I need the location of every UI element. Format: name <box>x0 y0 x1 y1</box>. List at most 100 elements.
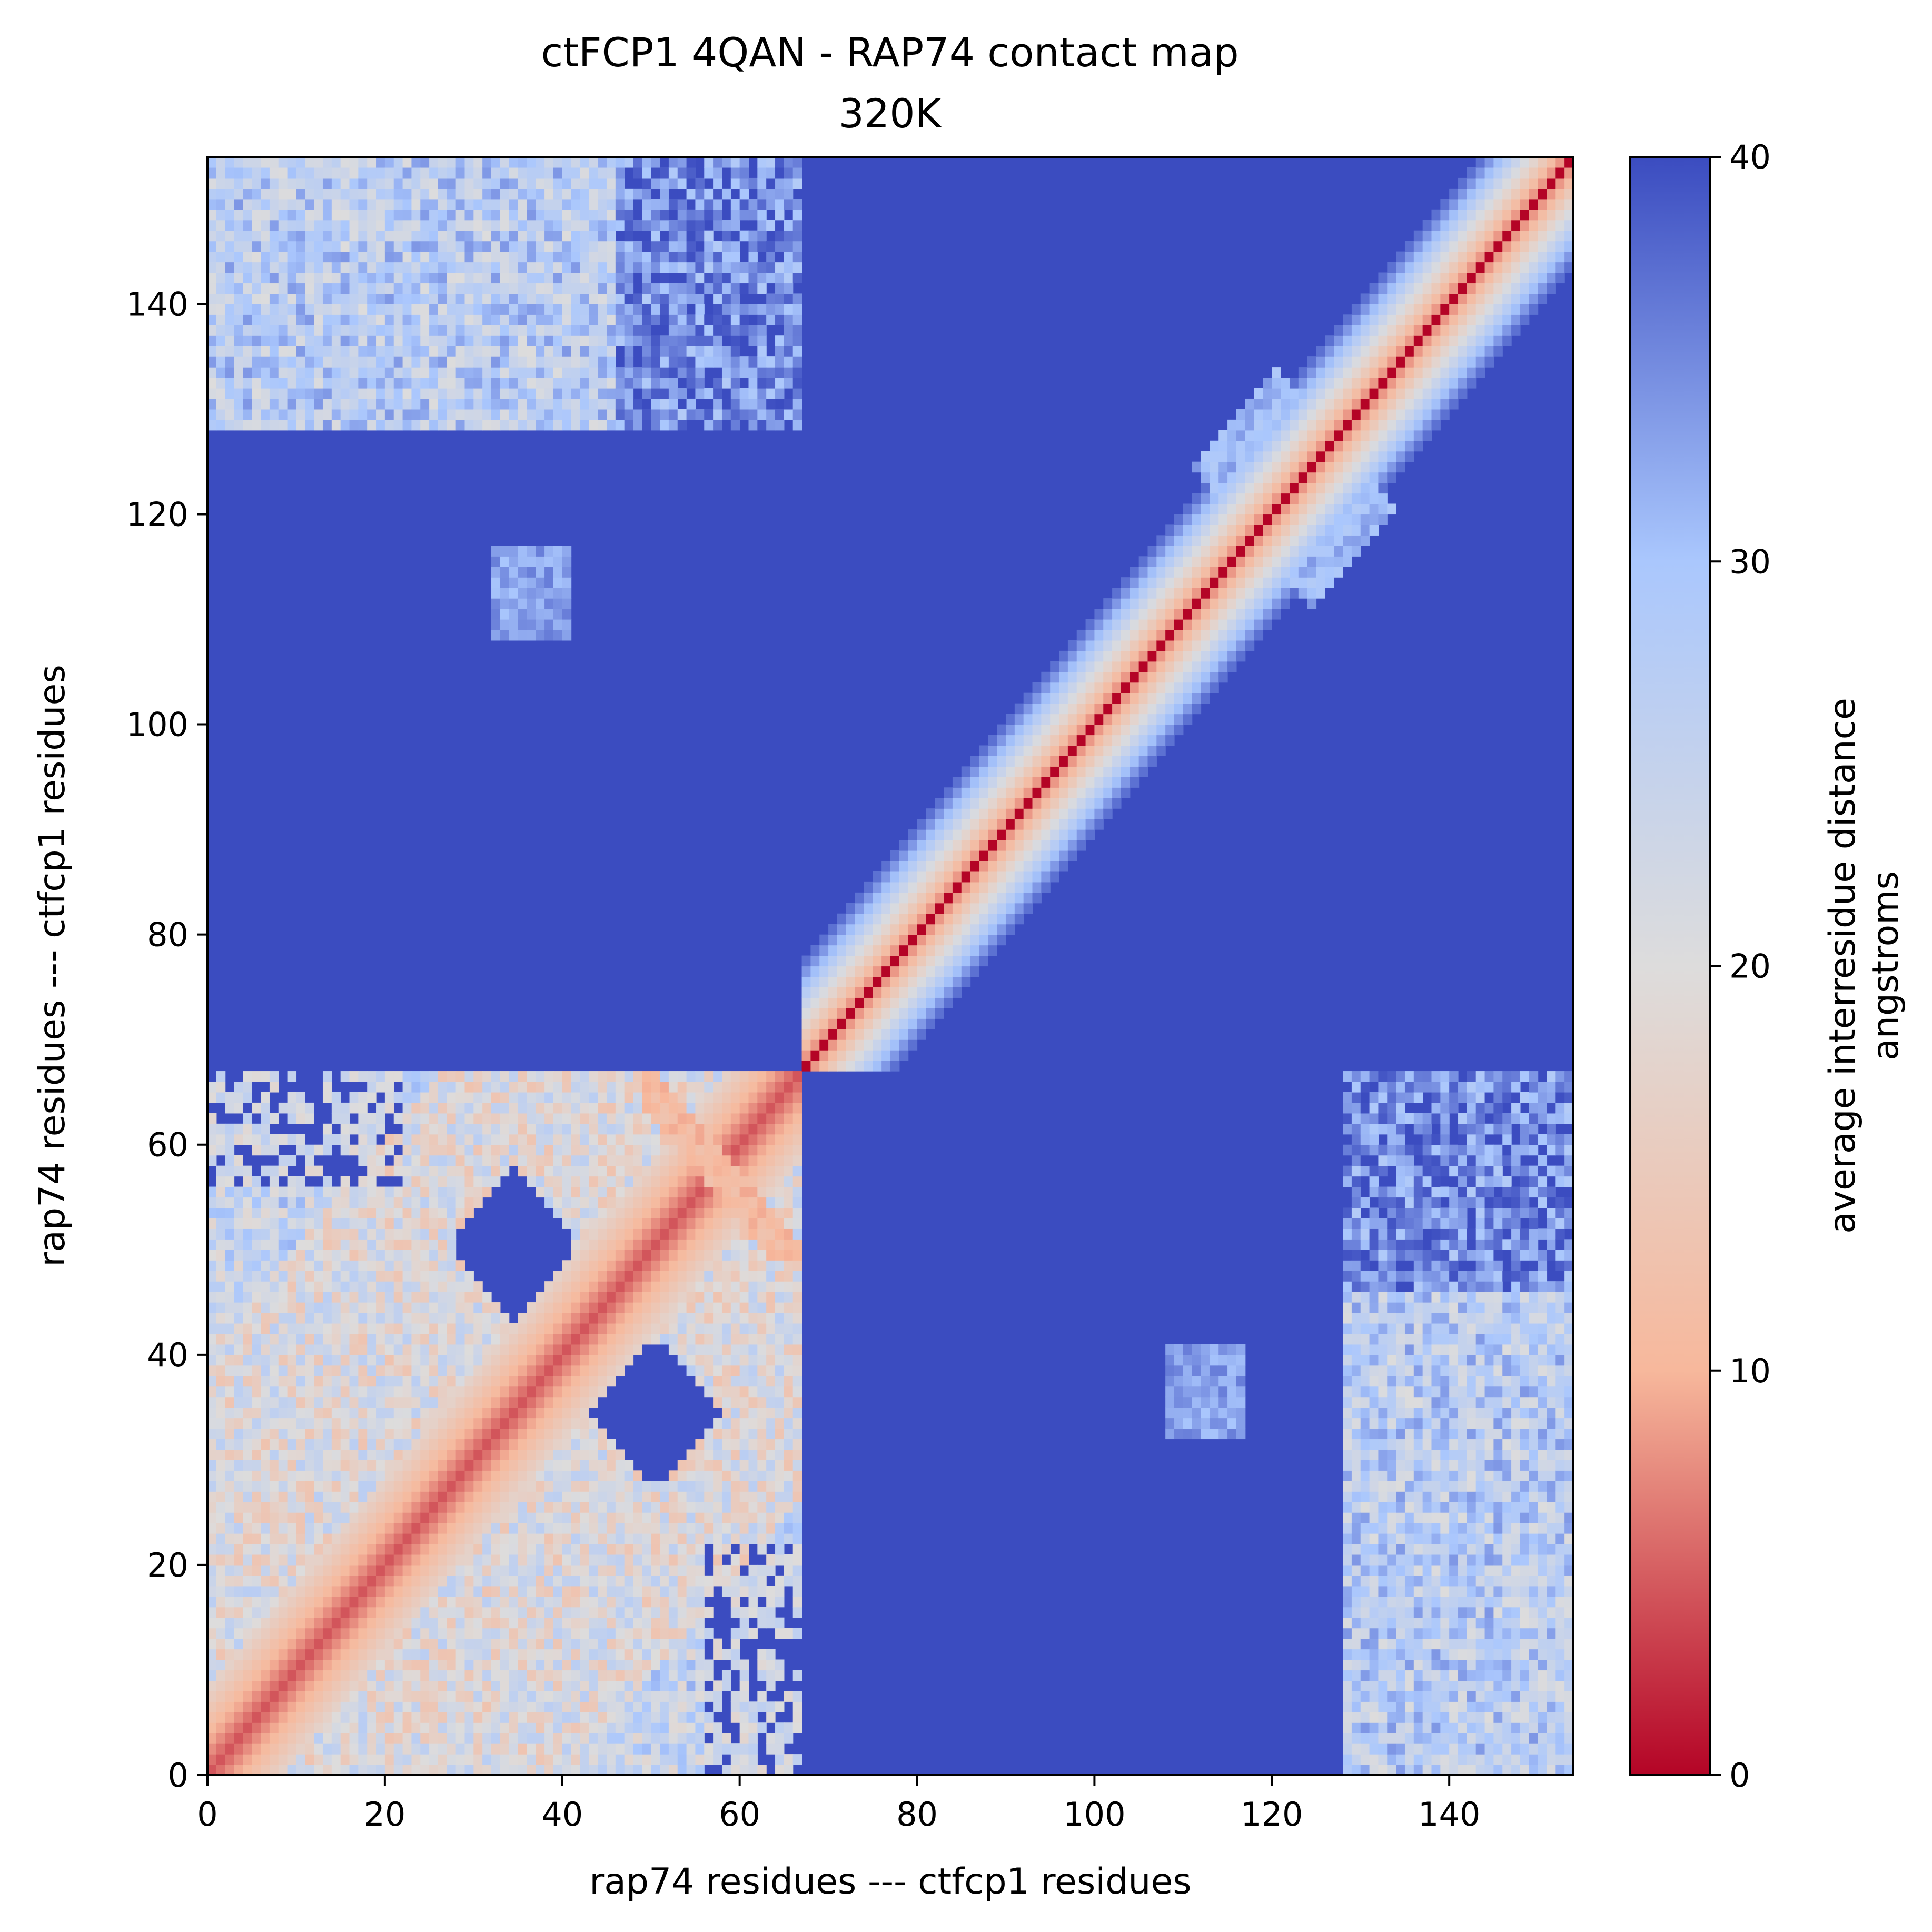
heatmap-cell <box>686 1197 696 1208</box>
heatmap-cell <box>340 199 350 210</box>
heatmap-cell <box>243 1218 252 1229</box>
heatmap-cell <box>580 199 589 210</box>
heatmap-cell <box>376 378 385 389</box>
heatmap-cell <box>580 283 589 294</box>
heatmap-cell <box>686 325 696 336</box>
heatmap-cell <box>225 304 235 315</box>
heatmap-cell <box>580 1439 589 1450</box>
heatmap-cell <box>500 335 510 346</box>
heatmap-cell <box>686 1176 696 1187</box>
heatmap-cell <box>589 1575 598 1587</box>
heatmap-cell <box>642 241 651 252</box>
heatmap-cell <box>358 1502 368 1513</box>
heatmap-cell <box>464 1365 474 1376</box>
heatmap-cell <box>331 1102 341 1114</box>
heatmap-cell <box>473 1418 483 1429</box>
heatmap-cell <box>376 419 385 431</box>
heatmap-cell <box>367 325 377 336</box>
heatmap-cell <box>278 199 288 210</box>
heatmap-cell <box>695 1176 705 1187</box>
heatmap-cell <box>704 1375 714 1387</box>
heatmap-cell <box>455 1512 465 1523</box>
heatmap-cell <box>447 251 457 263</box>
heatmap-cell <box>704 1743 714 1755</box>
heatmap-cell <box>651 167 660 179</box>
heatmap-cell <box>500 1470 510 1481</box>
heatmap-cell <box>580 1271 589 1282</box>
heatmap-cell <box>207 1333 217 1345</box>
heatmap-cell <box>500 629 510 641</box>
heatmap-cell <box>216 1754 226 1765</box>
heatmap-cell <box>261 1281 270 1292</box>
heatmap-cell <box>589 1375 598 1387</box>
heatmap-cell <box>553 619 563 630</box>
heatmap-cell <box>438 1250 448 1261</box>
heatmap-cell <box>624 1313 634 1324</box>
heatmap-cell <box>606 220 616 231</box>
heatmap-cell <box>642 1617 651 1629</box>
heatmap-cell <box>225 1512 235 1523</box>
heatmap-cell <box>252 1533 261 1544</box>
heatmap-cell <box>376 1250 385 1261</box>
heatmap-cell <box>376 1502 385 1513</box>
heatmap-cell <box>447 1292 457 1303</box>
heatmap-cell <box>393 209 403 221</box>
heatmap-cell <box>269 1344 279 1355</box>
heatmap-cell <box>704 419 714 431</box>
heatmap-cell <box>234 388 243 399</box>
heatmap-cell <box>642 367 651 378</box>
heatmap-cell <box>606 1228 616 1240</box>
heatmap-cell <box>642 1228 651 1240</box>
heatmap-cell <box>704 1333 714 1345</box>
heatmap-cell <box>553 1680 563 1691</box>
heatmap-cell <box>704 1470 714 1481</box>
heatmap-cell <box>455 1649 465 1660</box>
heatmap-cell <box>509 1638 519 1650</box>
heatmap-cell <box>225 1418 235 1429</box>
heatmap-cell <box>589 1670 598 1681</box>
heatmap-cell <box>518 335 527 346</box>
heatmap-cell <box>358 1460 368 1471</box>
heatmap-cell <box>544 1123 554 1135</box>
heatmap-cell <box>447 1365 457 1376</box>
heatmap-cell <box>518 1344 527 1355</box>
heatmap-cell <box>473 1365 483 1376</box>
heatmap-cell <box>278 1743 288 1755</box>
heatmap-cell <box>216 1313 226 1324</box>
heatmap-cell <box>589 1607 598 1618</box>
heatmap-cell <box>225 1596 235 1608</box>
heatmap-cell <box>509 335 519 346</box>
heatmap-cell <box>438 262 448 273</box>
heatmap-cell <box>376 230 385 242</box>
heatmap-cell <box>571 1407 581 1419</box>
heatmap-cell <box>677 1281 687 1292</box>
heatmap-cell <box>234 1649 243 1660</box>
heatmap-cell <box>695 1544 705 1555</box>
heatmap-cell <box>589 1155 598 1166</box>
heatmap-cell <box>580 1344 589 1355</box>
heatmap-cell <box>340 1386 350 1398</box>
heatmap-cell <box>447 1250 457 1261</box>
heatmap-cell <box>491 1418 501 1429</box>
heatmap-cell <box>580 1239 589 1250</box>
heatmap-cell <box>420 1144 430 1156</box>
heatmap-cell <box>562 1670 572 1681</box>
heatmap-cell <box>340 1743 350 1755</box>
heatmap-cell <box>252 1649 261 1660</box>
heatmap-cell <box>473 1712 483 1723</box>
heatmap-cell <box>500 1680 510 1691</box>
heatmap-cell <box>340 398 350 410</box>
heatmap-cell <box>589 1271 598 1282</box>
heatmap-cell <box>269 1743 279 1755</box>
heatmap-cell <box>243 1449 252 1460</box>
heatmap-cell <box>438 1470 448 1481</box>
heatmap-cell <box>651 409 660 420</box>
heatmap-cell <box>384 1092 394 1103</box>
heatmap-cell <box>402 167 412 179</box>
heatmap-cell <box>261 1386 270 1398</box>
heatmap-cell <box>668 1302 678 1313</box>
heatmap-cell <box>393 1712 403 1723</box>
heatmap-cell <box>544 1481 554 1492</box>
heatmap-cell <box>438 1344 448 1355</box>
heatmap-cell <box>358 1564 368 1576</box>
